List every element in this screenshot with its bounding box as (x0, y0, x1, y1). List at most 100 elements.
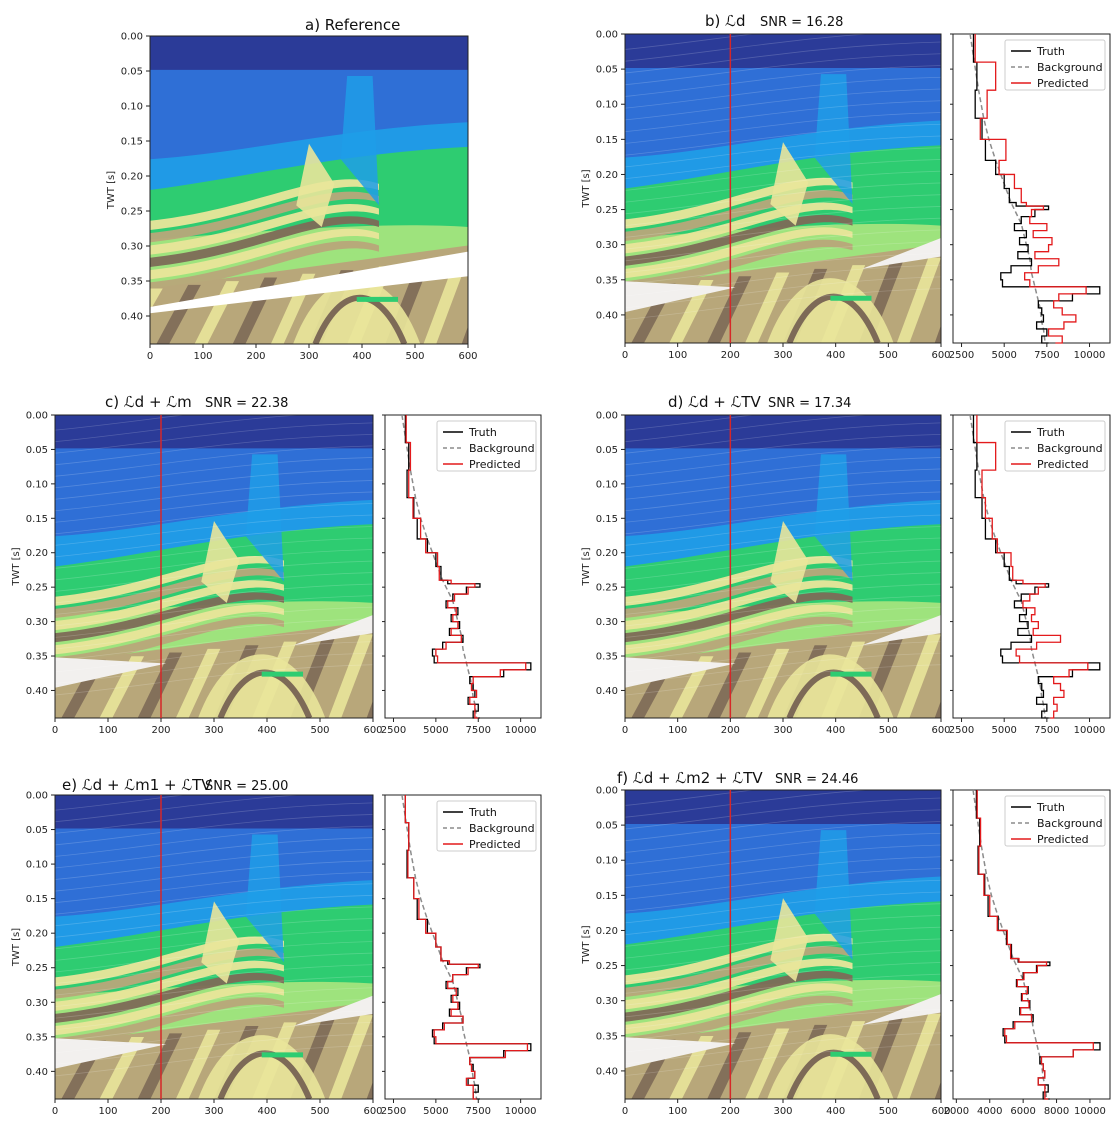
y-tick-label: 0.25 (596, 961, 618, 972)
x-tick-label: 500 (879, 350, 898, 361)
sediment-band (625, 227, 853, 279)
x-tick-label: 400 (257, 725, 276, 736)
texture-stripe (55, 1021, 373, 1054)
texture-stripe (625, 537, 941, 569)
texture-stripe (625, 821, 941, 853)
texture-stripe (625, 182, 941, 215)
white-body-right (862, 993, 941, 1025)
sediment-band (625, 555, 853, 606)
y-tick-label: 0.10 (596, 100, 618, 111)
texture-stripe (55, 795, 304, 823)
fault-wedge (770, 521, 809, 603)
legend-label: Truth (1036, 45, 1065, 58)
section-image (55, 415, 373, 718)
texture-stripe (625, 288, 941, 320)
series-background (972, 789, 1048, 1100)
y-tick-label: 0.15 (596, 514, 618, 525)
texture-stripe (625, 962, 941, 994)
texture-stripe (625, 1032, 941, 1065)
fault-wedge (770, 142, 809, 226)
x-tick-label: 600 (931, 350, 950, 361)
texture-stripe (625, 844, 941, 877)
texture-stripe (625, 832, 941, 865)
texture-stripe (55, 606, 373, 638)
texture-stripe (625, 241, 941, 273)
texture-stripe (55, 422, 373, 454)
dipping-layer (896, 634, 941, 718)
dipping-layer (934, 1081, 941, 1099)
y-tick-label: 0.15 (121, 137, 143, 148)
water-layer (55, 415, 373, 452)
dipping-layer (99, 1036, 145, 1099)
x-tick-label: 200 (721, 725, 740, 736)
texture-stripe (625, 445, 941, 477)
y-axis-label: TWT [s] (581, 169, 592, 208)
profile-plot: 2500 5000 7500 10000 Truth Background Predicte… (949, 414, 1111, 736)
y-axis-label: TWT [s] (11, 547, 22, 586)
y-axis-label: TWT [s] (581, 925, 592, 964)
y-tick-label: 0.40 (596, 310, 618, 321)
profile-x-tick-label: 5000 (991, 350, 1016, 361)
x-tick-label: 300 (773, 1106, 792, 1117)
texture-stripe (55, 906, 373, 938)
texture-stripe (55, 415, 187, 431)
legend-label: Predicted (1037, 458, 1089, 471)
x-tick-label: 200 (151, 1106, 170, 1117)
profile-x-tick-label: 4000 (977, 1106, 1002, 1117)
section-image (625, 34, 941, 343)
section-image (625, 415, 941, 718)
white-body-right (293, 995, 373, 1027)
y-tick-label: 0.10 (26, 479, 48, 490)
texture-stripe (625, 514, 941, 546)
texture-stripe (55, 468, 373, 500)
x-tick-label: 0 (147, 351, 153, 362)
sediment-band (625, 580, 853, 631)
texture-stripe (55, 595, 373, 627)
texture-stripe (625, 53, 941, 86)
x-tick-label: 400 (257, 1106, 276, 1117)
texture-stripe (55, 941, 373, 973)
texture-stripe (55, 1010, 373, 1042)
panel-f: f) ℒd + ℒm2 + ℒTV SNR = 24.46 0 100 200 300 40… (581, 769, 1111, 1117)
texture-stripe (625, 135, 941, 168)
sediment-band (55, 580, 284, 631)
x-tick-label: 500 (879, 725, 898, 736)
y-tick-label: 0.15 (26, 514, 48, 525)
y-tick-label: 0.35 (26, 652, 48, 663)
texture-stripe (625, 112, 941, 144)
texture-stripe (625, 915, 941, 947)
fault-wedge (201, 901, 240, 984)
y-tick-label: 0.15 (26, 894, 48, 905)
y-tick-label: 0.00 (596, 30, 618, 41)
sediment-band (55, 936, 284, 987)
dipping-layer (150, 288, 163, 311)
x-tick-label: 100 (668, 350, 687, 361)
texture-stripe (55, 641, 373, 673)
texture-stripe (55, 837, 373, 869)
x-tick-label: 600 (458, 351, 477, 362)
texture-stripe (55, 526, 373, 558)
y-tick-label: 0.05 (596, 65, 618, 76)
y-tick-label: 0.10 (26, 860, 48, 871)
texture-stripe (625, 664, 941, 696)
dipping-layer (707, 1032, 752, 1099)
x-tick-label: 400 (352, 351, 371, 362)
y-tick-label: 0.20 (596, 170, 618, 181)
panel-title: a) Reference (305, 16, 400, 34)
texture-stripe (625, 809, 941, 842)
x-tick-label: 100 (668, 725, 687, 736)
y-tick-label: 0.00 (121, 32, 143, 43)
texture-stripe (625, 159, 941, 191)
texture-stripe (55, 664, 373, 696)
y-tick-label: 0.35 (596, 1031, 618, 1042)
dipping-layer (669, 656, 714, 718)
texture-stripe (55, 975, 373, 1007)
sediment-band (55, 960, 284, 1011)
x-tick-label: 0 (622, 350, 628, 361)
fault-block (245, 454, 284, 582)
series-predicted (974, 34, 1087, 344)
texture-stripe (625, 572, 941, 604)
texture-stripe (625, 34, 872, 62)
x-tick-label: 300 (773, 725, 792, 736)
y-tick-label: 0.25 (596, 583, 618, 594)
